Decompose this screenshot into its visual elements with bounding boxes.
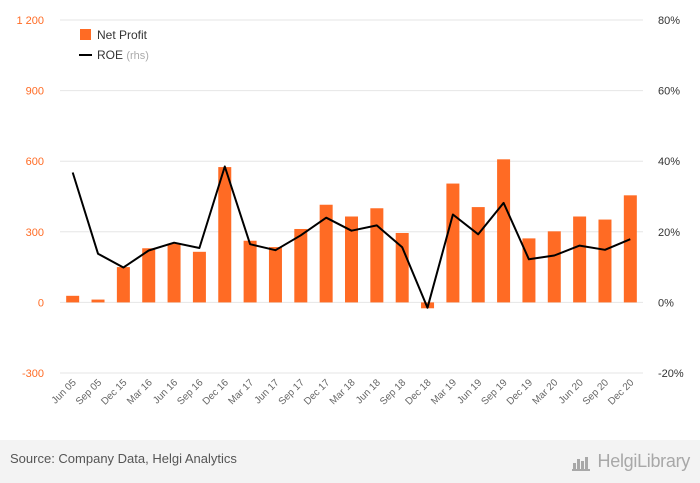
y-right-tick-label: 80% xyxy=(658,15,680,27)
y-right-tick-label: -20% xyxy=(658,368,684,380)
x-tick-label: Dec 19 xyxy=(505,377,535,407)
legend-label-net-profit: Net Profit xyxy=(97,28,148,42)
bar xyxy=(446,183,460,303)
y-right-tick-label: 0% xyxy=(658,297,674,309)
x-tick-label: Dec 16 xyxy=(201,377,231,407)
bar xyxy=(345,216,358,303)
bar xyxy=(243,240,257,303)
chart: -300 0 300 600 900 1 200 -20% 0% 20% 40% 60% 80% Jun… xyxy=(16,15,684,408)
bar xyxy=(116,267,130,303)
x-tick-label: Mar 16 xyxy=(125,377,155,407)
source-note: Source: Company Data, Helgi Analytics xyxy=(10,451,237,466)
x-tick-label: Mar 20 xyxy=(531,377,561,407)
x-tick-label: Dec 17 xyxy=(302,377,332,407)
bar xyxy=(319,204,333,303)
x-tick-label: Dec 18 xyxy=(403,377,433,407)
bar xyxy=(294,228,308,303)
y-right-tick-label: 20% xyxy=(658,227,680,239)
x-tick-label: Sep 18 xyxy=(378,377,408,407)
x-tick-label: Sep 20 xyxy=(581,377,611,407)
bar xyxy=(91,299,105,303)
y-left-tick-label: 600 xyxy=(26,156,44,168)
bar xyxy=(395,232,409,303)
bar xyxy=(167,243,181,303)
y-right-tick-label: 40% xyxy=(658,156,680,168)
library-icon xyxy=(571,457,590,471)
bar xyxy=(573,216,587,303)
x-tick-label: Jun 17 xyxy=(253,377,282,406)
bar xyxy=(268,247,282,303)
x-tick-label: Jun 05 xyxy=(50,377,79,406)
x-tick-label: Sep 17 xyxy=(277,377,307,407)
y-right-tick-label: 60% xyxy=(658,86,680,98)
y-left-tick-label: 300 xyxy=(26,227,44,239)
bar xyxy=(370,208,384,303)
y-left-tick-label: 900 xyxy=(26,86,44,98)
bar xyxy=(218,167,232,303)
bar xyxy=(547,231,561,303)
x-tick-label: Jun 18 xyxy=(354,377,383,406)
bar xyxy=(598,219,612,303)
x-tick-label: Sep 19 xyxy=(480,377,510,407)
legend-label-roe-suffix: (rhs) xyxy=(126,50,149,62)
x-tick-label: Dec 20 xyxy=(606,377,636,407)
bar xyxy=(623,195,637,303)
bar xyxy=(471,207,485,303)
y-left-tick-label: -300 xyxy=(22,368,44,380)
x-tick-label: Dec 15 xyxy=(99,377,129,407)
x-tick-label: Sep 05 xyxy=(74,377,104,407)
y-left-tick-label: 0 xyxy=(38,297,44,309)
y-left-tick-label: 1 200 xyxy=(16,15,44,27)
x-tick-label: Sep 16 xyxy=(175,377,205,407)
logo-text: HelgiLibrary xyxy=(597,450,691,471)
bar xyxy=(192,251,206,303)
bar xyxy=(142,248,156,303)
legend-swatch-net-profit xyxy=(80,29,91,40)
helgi-library-logo[interactable]: HelgiLibrary xyxy=(571,446,690,476)
bar xyxy=(66,295,80,303)
bar xyxy=(497,159,511,303)
x-tick-label: Jun 16 xyxy=(151,377,180,406)
x-tick-label: Mar 19 xyxy=(429,377,459,407)
x-tick-label: Mar 17 xyxy=(226,377,256,407)
roe-line xyxy=(71,165,631,309)
legend-label-roe: ROE (rhs) xyxy=(97,48,149,62)
x-tick-label: Jun 20 xyxy=(557,377,586,406)
x-tick-label: Mar 18 xyxy=(328,377,358,407)
x-tick-label: Jun 19 xyxy=(455,377,484,406)
footer: Source: Company Data, Helgi Analytics He… xyxy=(0,440,700,483)
